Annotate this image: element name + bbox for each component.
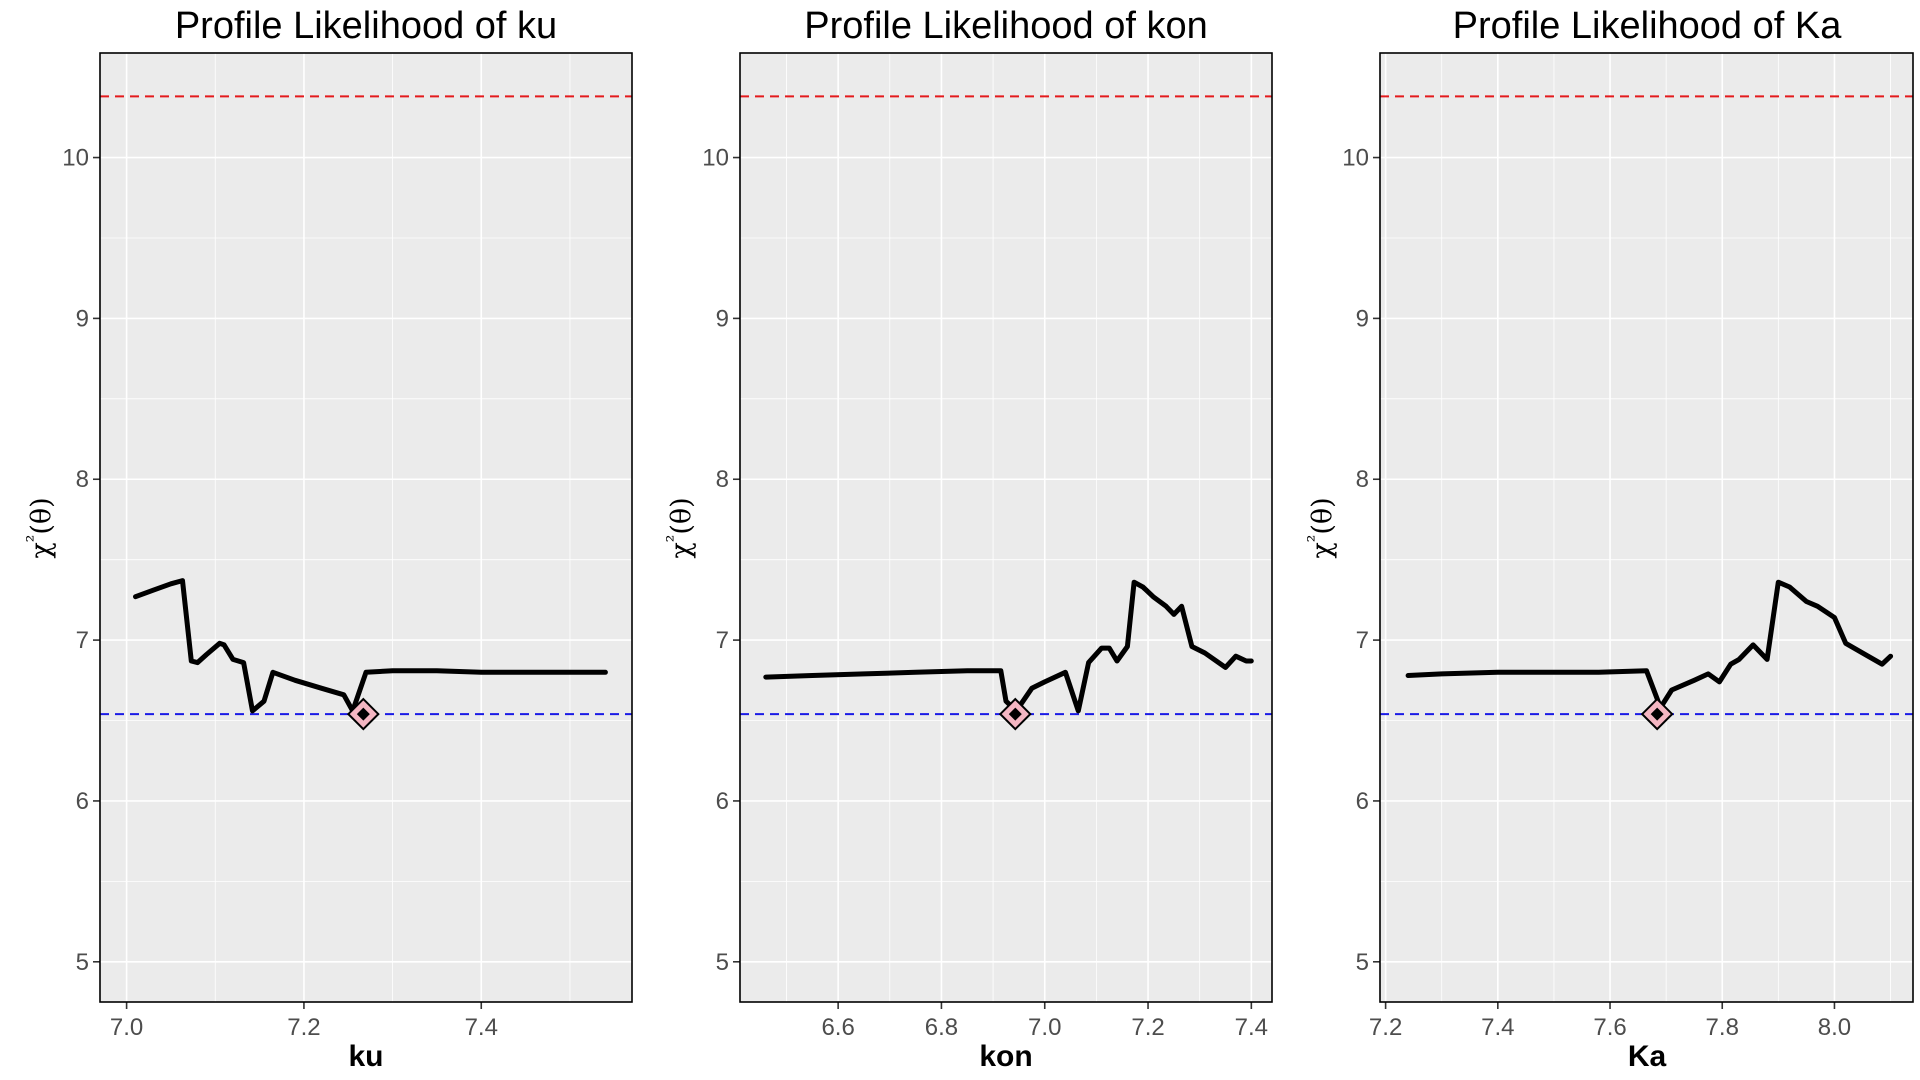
x-tick-label-ka: 8.0 [1818,1014,1851,1041]
y-tick-label-ku: 9 [76,305,89,332]
y-tick-label-ka: 5 [1356,949,1369,976]
y-tick-label-ka: 8 [1356,466,1369,493]
chart-title-ku: Profile Likelihood of ku [175,5,557,47]
x-tick-label-ku: 7.4 [465,1014,498,1041]
y-tick-label-ka: 9 [1356,305,1369,332]
x-tick-label-ku: 7.0 [110,1014,143,1041]
x-tick-label-kon: 6.8 [925,1014,958,1041]
optimum-marker-center-kon [1008,707,1022,721]
chart-panel-ku: Profile Likelihood of ku ku χ²(θ) 5 6 7 8 9 1… [23,5,633,1073]
y-tick-label-kon: 9 [716,305,729,332]
y-tick-label-ku: 6 [76,788,89,815]
panel-border-ka [1379,52,1914,1003]
chart-title-kon: Profile Likelihood of kon [804,5,1207,47]
y-tick-label-ka: 10 [1342,145,1369,172]
y-tick-label-kon: 8 [716,466,729,493]
x-tick-label-ka: 7.6 [1593,1014,1626,1041]
y-tick-label-ka: 6 [1356,788,1369,815]
y-tick-label-kon: 6 [716,788,729,815]
x-axis-label-ka: Ka [1628,1040,1667,1073]
chart-panel-kon: Profile Likelihood of kon kon χ²(θ) 5 6 7 8… [663,5,1273,1073]
y-tick-label-ku: 5 [76,949,89,976]
y-tick-label-kon: 7 [716,627,729,654]
plot-area-ka [1380,53,1913,1002]
y-tick-label-ku: 8 [76,466,89,493]
x-tick-label-kon: 6.6 [821,1014,854,1041]
y-tick-label-kon: 10 [702,145,729,172]
x-tick-label-kon: 7.4 [1235,1014,1268,1041]
y-tick-label-ku: 10 [62,145,89,172]
x-tick-label-ka: 7.2 [1369,1014,1402,1041]
x-tick-label-ka: 7.8 [1706,1014,1739,1041]
y-axis-label-ka: χ²(θ) [1304,497,1338,558]
y-tick-label-kon: 5 [716,949,729,976]
profile-line-kon [763,579,1254,714]
panel-border-kon [739,52,1273,1003]
x-tick-label-ku: 7.2 [287,1014,320,1041]
y-axis-label-ku: χ²(θ) [23,497,57,558]
x-tick-label-kon: 7.2 [1131,1014,1164,1041]
profile-line-ka [1405,579,1894,711]
chart-title-ka: Profile Likelihood of Ka [1453,5,1843,47]
x-axis-label-kon: kon [979,1040,1032,1073]
y-axis-label-kon: χ²(θ) [663,497,697,558]
optimum-marker-center-ku [356,707,370,721]
x-tick-label-ka: 7.4 [1481,1014,1514,1041]
chart-panel-ka: Profile Likelihood of Ka Ka χ²(θ) 5 6 7 8 9 1… [1304,5,1914,1073]
plot-area-ku [100,53,632,1002]
panel-border-ku [99,52,633,1003]
profile-line-ku [133,578,608,714]
x-tick-label-kon: 7.0 [1028,1014,1061,1041]
y-tick-label-ku: 7 [76,627,89,654]
plot-area-kon [740,53,1272,1002]
x-axis-label-ku: ku [348,1040,383,1073]
optimum-marker-center-ka [1650,707,1664,721]
y-tick-label-ka: 7 [1356,627,1369,654]
